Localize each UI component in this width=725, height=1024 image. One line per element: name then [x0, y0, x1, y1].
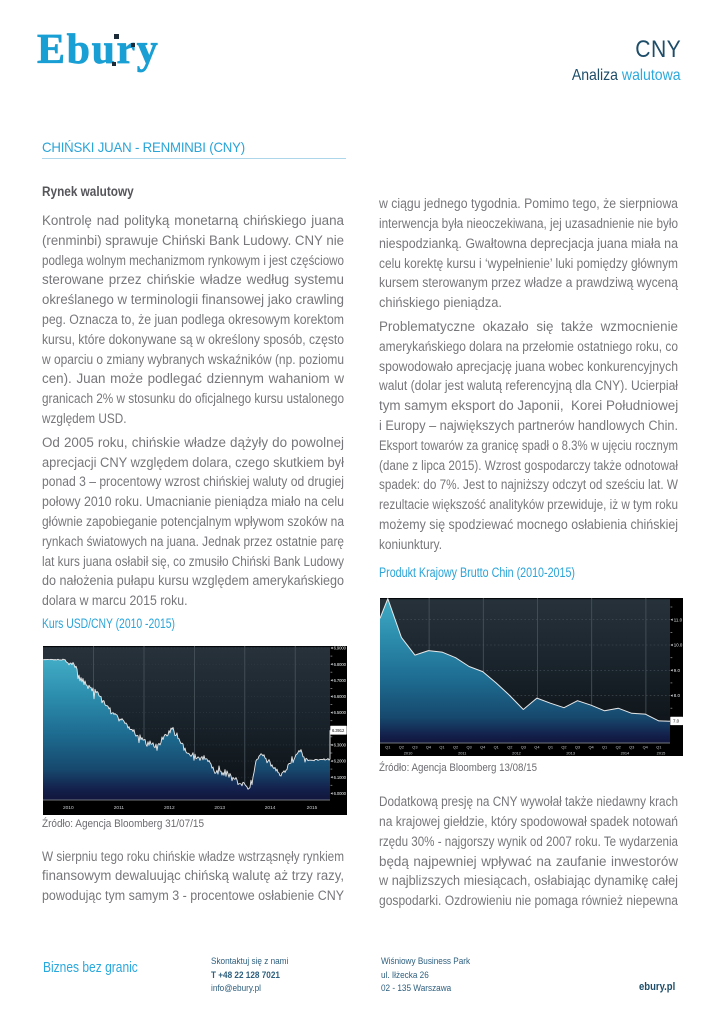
- svg-text:6.5000: 6.5000: [334, 710, 347, 715]
- svg-text:2011: 2011: [114, 805, 125, 811]
- svg-text:6.9000: 6.9000: [334, 646, 347, 651]
- svg-text:2013: 2013: [214, 805, 225, 811]
- svg-text:Q1: Q1: [494, 744, 499, 749]
- svg-text:Q2: Q2: [399, 744, 404, 749]
- svg-text:6.3912: 6.3912: [332, 728, 345, 733]
- svg-text:6.6000: 6.6000: [334, 694, 347, 699]
- svg-text:Q1: Q1: [548, 744, 553, 749]
- svg-text:6.2000: 6.2000: [334, 759, 347, 764]
- svg-text:2010: 2010: [63, 805, 74, 811]
- svg-text:Q2: Q2: [616, 744, 621, 749]
- svg-text:2015: 2015: [307, 805, 318, 811]
- svg-text:11.0: 11.0: [674, 617, 683, 622]
- svg-text:6.8000: 6.8000: [334, 662, 347, 667]
- svg-text:2013: 2013: [566, 751, 575, 756]
- svg-text:Q3: Q3: [629, 744, 634, 749]
- svg-text:2011: 2011: [458, 751, 466, 756]
- svg-text:Q3: Q3: [412, 744, 417, 749]
- svg-text:Q1: Q1: [439, 744, 444, 749]
- svg-text:6.3000: 6.3000: [334, 743, 347, 748]
- svg-text:Q1: Q1: [602, 744, 607, 749]
- svg-text:Q2: Q2: [561, 744, 566, 749]
- svg-text:8.0: 8.0: [674, 693, 681, 698]
- svg-text:Q3: Q3: [575, 744, 580, 749]
- svg-text:2015: 2015: [657, 751, 666, 756]
- svg-text:Q2: Q2: [453, 744, 458, 749]
- svg-text:7.0: 7.0: [673, 719, 680, 724]
- svg-text:Q1: Q1: [656, 744, 661, 749]
- svg-text:Q4: Q4: [480, 744, 486, 749]
- svg-text:2012: 2012: [164, 805, 175, 811]
- svg-text:2012: 2012: [512, 751, 521, 756]
- svg-text:Q4: Q4: [588, 744, 594, 749]
- svg-text:10.0: 10.0: [674, 643, 683, 648]
- svg-text:Q4: Q4: [534, 744, 540, 749]
- svg-text:Q3: Q3: [521, 744, 526, 749]
- svg-text:Q4: Q4: [426, 744, 432, 749]
- svg-text:2014: 2014: [621, 751, 630, 756]
- svg-text:Q4: Q4: [643, 744, 649, 749]
- svg-text:6.0000: 6.0000: [334, 791, 347, 796]
- svg-text:Q1: Q1: [385, 744, 390, 749]
- svg-text:2010: 2010: [404, 751, 413, 756]
- svg-text:Q3: Q3: [466, 744, 471, 749]
- svg-text:9.0: 9.0: [674, 668, 681, 673]
- svg-text:6.7000: 6.7000: [334, 678, 347, 683]
- svg-text:6.1000: 6.1000: [334, 775, 347, 780]
- svg-text:Q2: Q2: [507, 744, 512, 749]
- svg-text:2014: 2014: [265, 805, 276, 811]
